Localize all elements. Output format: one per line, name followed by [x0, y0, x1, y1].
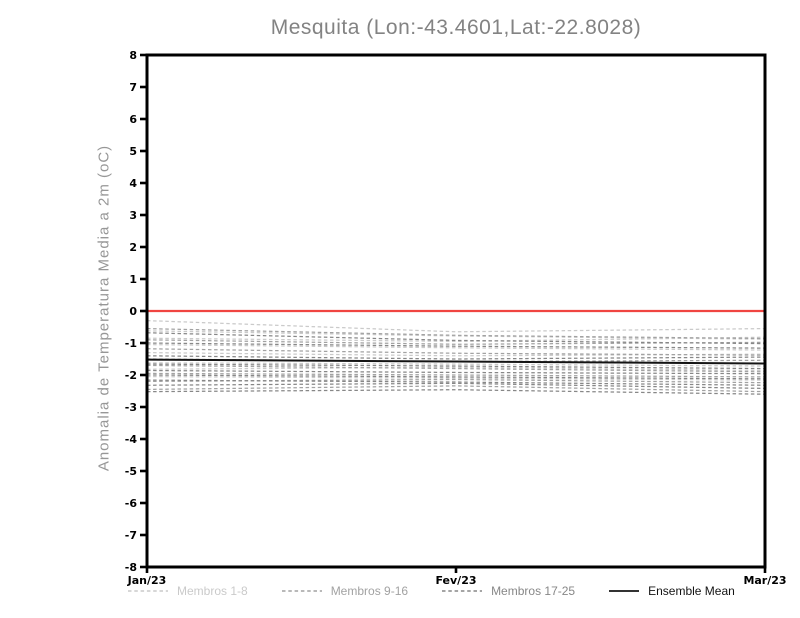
legend-label-membros-9-16: Membros 9-16 — [330, 584, 409, 598]
x-tick-label: Fev/23 — [435, 574, 476, 587]
legend: Membros 1-8 Membros 9-16 Membros 17-25 E… — [128, 584, 735, 598]
y-tick-label: 5 — [129, 145, 137, 158]
legend-label-ensemble-mean: Ensemble Mean — [648, 584, 735, 598]
ensemble-member-line — [146, 389, 766, 395]
ensemble-member-line — [146, 336, 766, 343]
y-tick-label: -2 — [125, 369, 137, 382]
ensemble-member-line — [146, 343, 766, 351]
ensemble-member-line — [146, 374, 766, 380]
y-tick-label: -6 — [125, 497, 138, 510]
ensemble-mean-line — [146, 358, 766, 365]
y-tick-label: -4 — [125, 433, 138, 446]
ensemble-member-line — [146, 327, 766, 340]
y-tick-label: 6 — [129, 113, 137, 126]
solid-line-sample-icon — [609, 590, 640, 592]
legend-label-membros-1-8: Membros 1-8 — [177, 584, 248, 598]
y-tick-label: 3 — [129, 209, 137, 222]
ensemble-member-line — [146, 369, 766, 375]
ensemble-member-line — [146, 348, 766, 356]
ensemble-member-line — [146, 366, 766, 372]
ensemble-member-line — [146, 385, 766, 393]
ensemble-member-line — [146, 375, 766, 381]
dashed-line-sample-icon — [281, 590, 322, 592]
legend-item-membros-17-25: Membros 17-25 — [442, 584, 575, 598]
ensemble-member-line — [146, 382, 766, 390]
dashed-line-sample-icon — [128, 590, 168, 592]
x-tick-label: Mar/23 — [743, 574, 786, 587]
plot-frame — [145, 53, 767, 569]
y-tick-label: -3 — [125, 401, 137, 414]
chart-title: Mesquita (Lon:-43.4601,Lat:-22.8028) — [270, 16, 642, 39]
ensemble-member-line — [146, 355, 766, 360]
y-tick-label: 2 — [129, 241, 137, 254]
y-tick-label: 7 — [129, 81, 137, 94]
ensemble-member-line — [146, 362, 766, 367]
ensemble-member-line — [146, 372, 766, 378]
legend-item-ensemble-mean: Ensemble Mean — [609, 584, 735, 598]
ensemble-member-line — [146, 319, 766, 333]
ensemble-member-line — [146, 332, 766, 345]
y-tick-label: -7 — [125, 529, 137, 542]
ensemble-member-line — [146, 364, 766, 373]
y-tick-label: 1 — [129, 273, 137, 286]
y-tick-label: -1 — [125, 337, 137, 350]
y-tick-label: -5 — [125, 465, 137, 478]
x-tick-label: Jan/23 — [127, 574, 167, 587]
ensemble-member-line — [146, 358, 766, 363]
ensemble-member-line — [146, 342, 766, 349]
dashed-line-sample-icon — [442, 590, 483, 592]
ensemble-member-line — [146, 363, 766, 370]
y-tick-label: -8 — [125, 561, 137, 574]
legend-item-membros-9-16: Membros 9-16 — [281, 584, 409, 598]
ensemble-member-line — [146, 378, 766, 384]
y-tick-label: 0 — [129, 305, 137, 318]
ensemble-member-line — [146, 379, 766, 386]
y-tick-label: 8 — [129, 49, 137, 62]
y-tick-label: 4 — [129, 177, 137, 190]
legend-item-membros-1-8: Membros 1-8 — [128, 584, 248, 598]
legend-label-membros-17-25: Membros 17-25 — [491, 584, 576, 598]
